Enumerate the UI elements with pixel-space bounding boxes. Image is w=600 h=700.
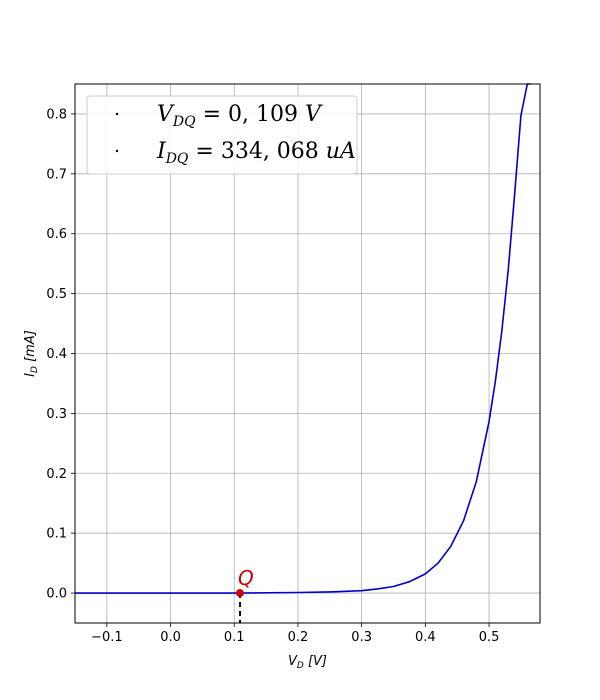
y-tick-label: 0.0 [46,587,67,602]
legend-entry-idq: IDQ = 334, 068 uA [156,139,356,167]
x-tick-label: 0.5 [479,630,500,645]
plot-area [75,83,531,594]
legend: VDQ = 0, 109 V IDQ = 334, 068 uA [86,95,358,175]
x-tick-label: 0.4 [415,630,436,645]
x-tick-label: 0.3 [351,630,372,645]
q-point [235,589,244,598]
grid [75,84,540,623]
y-tick-label: 0.6 [46,227,67,242]
y-tick-label: 0.3 [46,407,67,422]
legend-marker [115,112,119,116]
y-tick-label: 0.2 [46,467,67,482]
legend-box [86,95,358,175]
y-axis-label: ID [mA] [23,330,40,377]
legend-entry-vdq: VDQ = 0, 109 V [157,102,323,130]
y-tick-label: 0.8 [46,107,67,122]
q-point-label: Q [238,566,254,590]
x-tick-label: −0.1 [91,630,123,645]
y-tick-label: 0.4 [46,347,67,362]
y-tick-label: 0.1 [46,527,67,542]
y-tick-label: 0.7 [46,167,67,182]
y-axis: 0.0 0.1 0.2 0.3 0.4 0.5 0.6 0.7 0.8 [46,107,75,602]
x-tick-label: 0.1 [224,630,245,645]
x-axis-label: VD [V] [288,654,327,671]
x-tick-label: 0.0 [160,630,181,645]
legend-marker [115,149,119,153]
x-axis: −0.1 0.0 0.1 0.2 0.3 0.4 0.5 [91,623,499,645]
x-tick-label: 0.2 [288,630,309,645]
y-tick-label: 0.5 [46,287,67,302]
series-line [75,83,531,594]
